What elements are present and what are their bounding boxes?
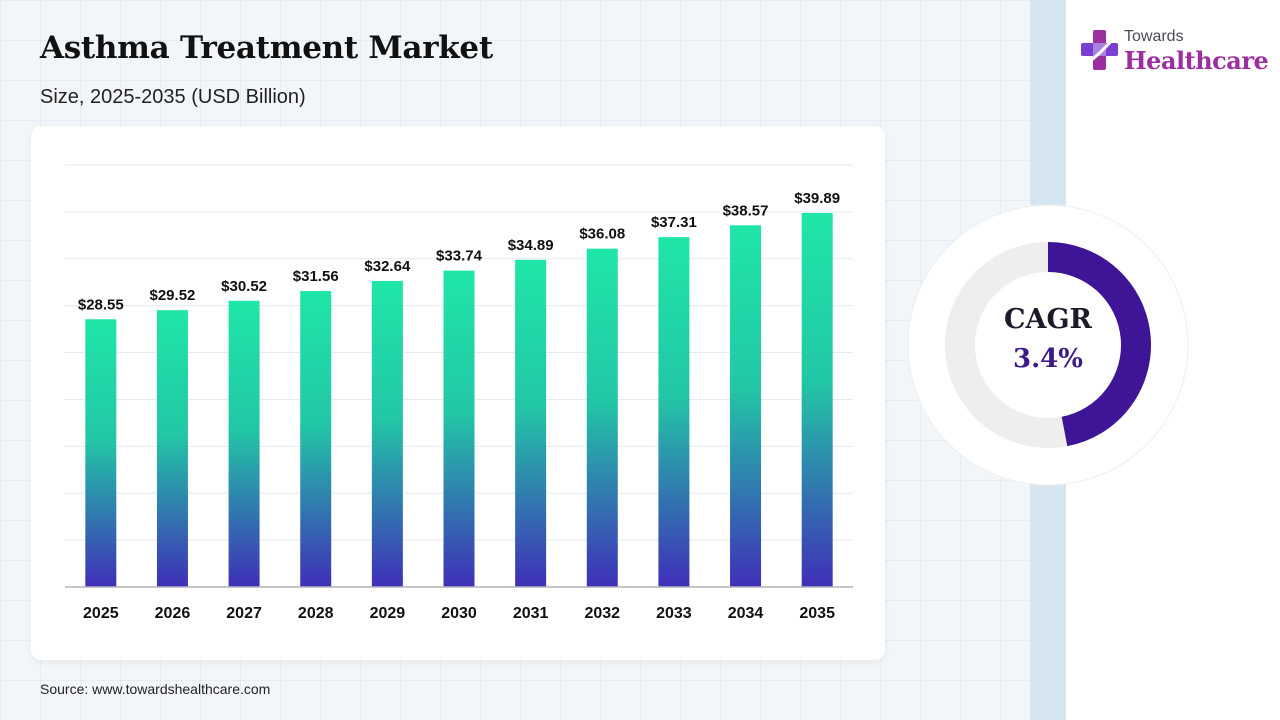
x-tick-2034: 2034 — [728, 605, 764, 622]
value-label-2027: $30.52 — [221, 278, 267, 295]
page-title: Asthma Treatment Market — [40, 30, 493, 66]
source-note: Source: www.towardshealthcare.com — [40, 681, 271, 697]
value-label-2029: $32.64 — [364, 258, 411, 275]
value-label-2035: $39.89 — [794, 190, 840, 207]
cagr-ring — [907, 204, 1189, 486]
value-label-2030: $33.74 — [436, 248, 483, 265]
x-tick-2025: 2025 — [83, 605, 119, 622]
value-label-2031: $34.89 — [508, 237, 554, 254]
x-tick-2033: 2033 — [656, 605, 692, 622]
value-label-2025: $28.55 — [78, 296, 124, 313]
bar-2029 — [371, 280, 403, 587]
bar-2025 — [85, 319, 117, 587]
value-label-2032: $36.08 — [579, 226, 625, 243]
x-tick-2028: 2028 — [298, 605, 334, 622]
donut-progress-arc — [1047, 242, 1151, 447]
x-tick-2027: 2027 — [226, 605, 262, 622]
bar-2033 — [658, 237, 690, 587]
cagr-label: CAGR — [1004, 304, 1092, 335]
cagr-donut: CAGR 3.4% — [907, 204, 1189, 486]
x-tick-2030: 2030 — [441, 605, 477, 622]
x-tick-2026: 2026 — [155, 605, 191, 622]
bar-2032 — [586, 248, 618, 587]
bar-2026 — [156, 310, 188, 587]
logo-text-big: Healthcare — [1124, 46, 1269, 75]
bar-2035 — [801, 212, 833, 587]
brand-logo: Towards Healthcare — [1080, 28, 1269, 78]
bar-2030 — [443, 270, 475, 587]
value-label-2033: $37.31 — [651, 214, 697, 231]
value-label-2034: $38.57 — [723, 202, 769, 219]
bar-2027 — [228, 300, 260, 587]
x-tick-2031: 2031 — [513, 605, 549, 622]
x-tick-2032: 2032 — [584, 605, 620, 622]
x-axis-ticks: 2025 2026 2027 2028 2029 2030 2031 2032 2033 2034… — [83, 605, 835, 622]
bar-chart: $28.55 $29.52 $30.52 $31.56 $32.64 $33.74 $34.… — [65, 164, 853, 622]
bars — [85, 212, 833, 587]
page-subtitle: Size, 2025-2035 (USD Billion) — [40, 86, 306, 108]
chart-card: $28.55 $29.52 $30.52 $31.56 $32.64 $33.74 $34.… — [31, 126, 885, 660]
bar-2031 — [515, 259, 547, 587]
value-labels: $28.55 $29.52 $30.52 $31.56 $32.64 $33.74 $34.… — [78, 190, 840, 313]
bar-2034 — [730, 225, 762, 587]
x-tick-2029: 2029 — [370, 605, 406, 622]
cagr-value: 3.4% — [1013, 344, 1083, 374]
value-label-2028: $31.56 — [293, 268, 339, 285]
logo-text-small: Towards — [1124, 28, 1184, 45]
medical-cross-icon — [1081, 30, 1118, 70]
value-label-2026: $29.52 — [150, 287, 196, 304]
x-tick-2035: 2035 — [799, 605, 835, 622]
bar-2028 — [300, 291, 332, 587]
